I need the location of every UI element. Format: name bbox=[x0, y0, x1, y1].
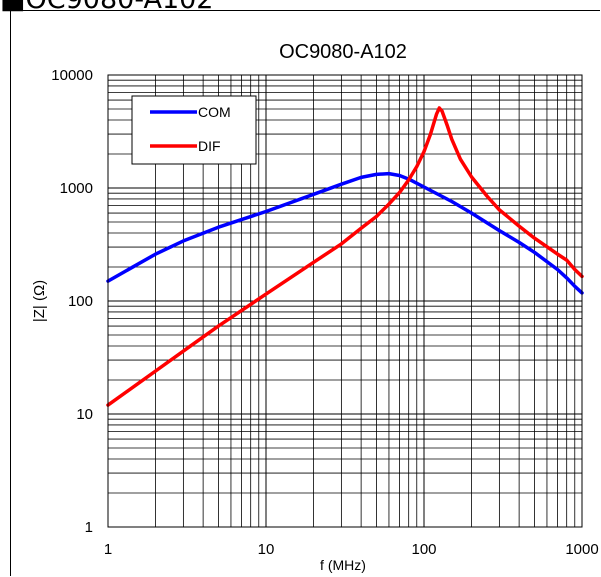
x-tick-label: 1 bbox=[104, 541, 112, 558]
legend-box bbox=[131, 95, 257, 165]
y-axis-label: |Z| (Ω) bbox=[31, 280, 48, 322]
y-tick-label: 10000 bbox=[51, 67, 93, 84]
legend: COM DIF bbox=[131, 95, 257, 165]
series-line-com bbox=[106, 171, 584, 295]
x-tick-label: 100 bbox=[411, 541, 436, 558]
y-tick-label: 100 bbox=[68, 293, 93, 310]
chart-frame bbox=[10, 10, 600, 576]
y-tick-labels: 1 10 100 1000 10000 bbox=[51, 67, 93, 536]
page-heading: ■OC9080-A102 bbox=[0, 0, 213, 15]
x-tick-labels: 1 10 100 1000 bbox=[104, 541, 599, 558]
legend-label-dif: DIF bbox=[198, 138, 221, 154]
x-tick-label: 1000 bbox=[565, 541, 598, 558]
legend-label-com: COM bbox=[198, 104, 231, 120]
x-axis-label: f (MHz) bbox=[320, 557, 366, 573]
x-tick-label: 10 bbox=[258, 541, 275, 558]
y-tick-label: 10 bbox=[76, 406, 93, 423]
series-line-dif bbox=[106, 106, 584, 407]
series-layer bbox=[106, 106, 584, 407]
plot-border bbox=[107, 74, 583, 528]
chart-title: OC9080-A102 bbox=[279, 41, 407, 63]
y-tick-label: 1 bbox=[85, 519, 93, 536]
y-tick-label: 1000 bbox=[60, 180, 93, 197]
